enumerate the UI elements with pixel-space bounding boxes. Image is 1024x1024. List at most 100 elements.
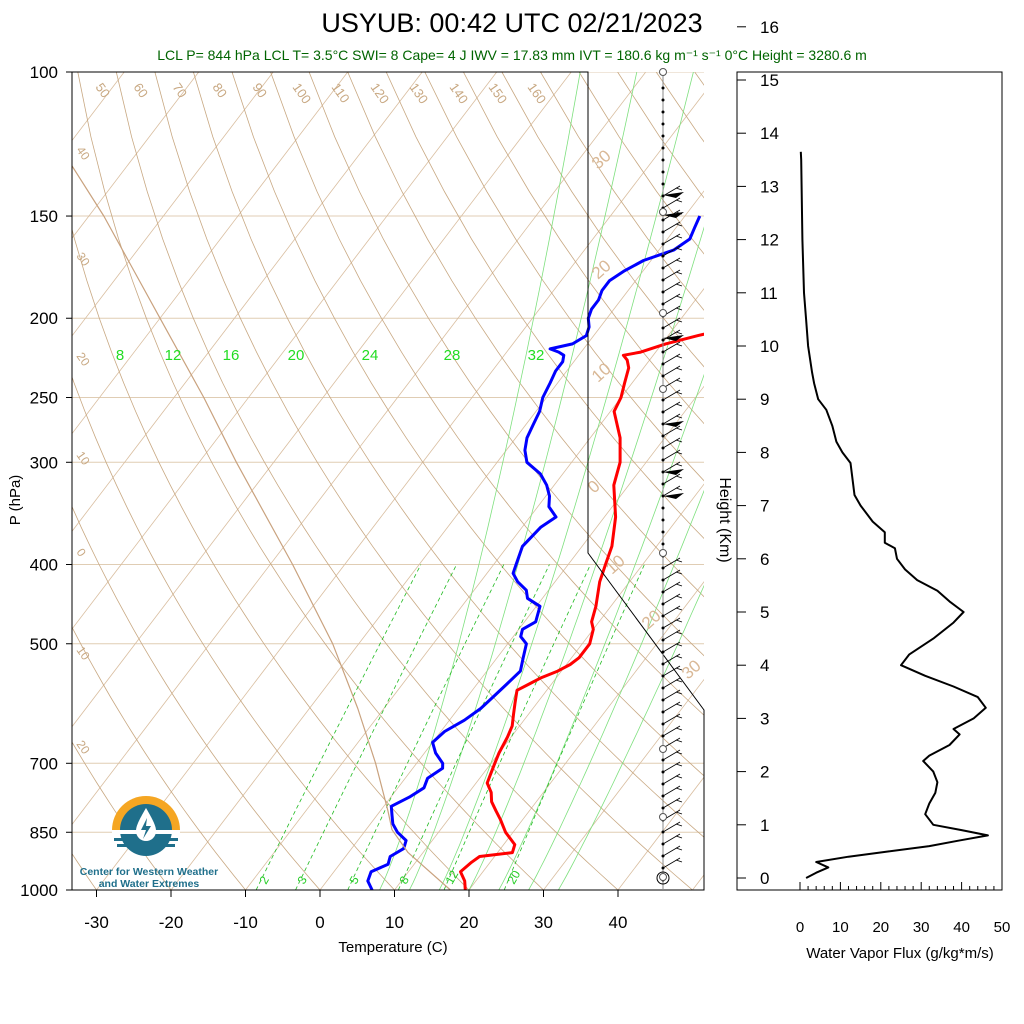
isotherm-line <box>72 72 274 337</box>
dry-adiabat-line <box>72 741 172 890</box>
dry-adiabat-label: 90 <box>250 80 271 100</box>
dry-adiabat-line <box>72 227 470 890</box>
barb-shaft <box>662 617 681 629</box>
y-tick-label: 850 <box>30 823 58 842</box>
y-tick-label: 250 <box>30 389 58 408</box>
barb-pennant <box>663 421 684 427</box>
barb-dot <box>661 98 665 102</box>
dry-adiabat-line <box>270 72 704 716</box>
height-tick-label: 6 <box>760 550 769 569</box>
barb-shaft <box>662 485 681 497</box>
barb-shaft <box>662 317 681 329</box>
moist-adiabat-line <box>528 489 704 890</box>
barb-feather <box>675 319 683 323</box>
barb-feather <box>675 415 683 419</box>
barb-shaft <box>662 425 681 437</box>
barb-calm-circle <box>659 385 667 393</box>
mixing-ratio-line <box>397 564 550 890</box>
barb-calm-circle <box>659 309 667 317</box>
barb-dot <box>661 86 665 90</box>
isotherm-line <box>72 72 498 630</box>
barb-feather <box>675 331 683 335</box>
isotherm-line <box>394 483 704 890</box>
barb-feather <box>675 799 683 803</box>
isotherm-line <box>170 190 704 890</box>
barb-shaft <box>662 293 681 305</box>
barb-feather <box>675 667 683 671</box>
barb-shaft <box>662 605 681 617</box>
height-tick-label: 16 <box>760 18 779 37</box>
moist-adiabat-line <box>438 72 694 890</box>
barb-shaft <box>662 581 681 593</box>
y-tick-label: 100 <box>30 63 58 82</box>
moist-adiabat-line <box>409 72 638 890</box>
height-tick-label: 10 <box>760 337 779 356</box>
isotherm-label: 20 <box>638 606 665 633</box>
barb-feather <box>675 787 683 791</box>
barb-shaft <box>662 269 681 281</box>
x-tick-label: 10 <box>385 913 404 932</box>
logo-caption-line-2: and Water Extremes <box>98 878 200 890</box>
isotherm-line <box>543 678 704 890</box>
barb-shaft <box>662 785 681 797</box>
y-tick-label: 500 <box>30 635 58 654</box>
barb-feather <box>675 835 683 839</box>
barb-feather <box>675 487 683 491</box>
y-tick-label: 400 <box>30 555 58 574</box>
barb-shaft <box>662 233 681 245</box>
dry-adiabat-label: 150 <box>486 80 511 106</box>
dry-adiabat-line <box>72 505 321 890</box>
barb-dot <box>661 146 665 150</box>
barb-feather <box>675 295 683 299</box>
dry-adiabat-label: 100 <box>290 80 315 106</box>
barb-shaft <box>662 761 681 773</box>
moist-adiabat-label: 8 <box>116 347 124 364</box>
mixing-ratio-line <box>295 564 457 890</box>
profile-temperature <box>459 332 704 890</box>
barb-shaft <box>662 557 681 569</box>
flux-tick-label: 10 <box>832 919 849 936</box>
isotherm-label: 0 <box>584 477 604 497</box>
dry-adiabat-line <box>347 72 704 598</box>
barb-feather <box>675 307 683 311</box>
dry-adiabat-label: 70 <box>170 80 191 100</box>
barb-shaft <box>662 401 681 413</box>
barb-feather <box>675 379 683 383</box>
barb-shaft <box>662 773 681 785</box>
moist-adiabat-label: 32 <box>528 347 545 364</box>
mixing-ratio-line <box>255 564 422 890</box>
barb-shaft <box>662 857 681 869</box>
flux-tick-label: 20 <box>872 919 889 936</box>
isotherm-line <box>245 288 704 890</box>
isotherm-line <box>72 72 200 239</box>
dry-adiabat-line <box>115 72 619 890</box>
barb-pennant <box>663 335 684 341</box>
barb-feather <box>675 859 683 863</box>
barb-feather <box>675 655 683 659</box>
dry-adiabat-line <box>72 626 246 890</box>
barb-feather <box>675 199 683 203</box>
moist-adiabat-label: 12 <box>165 347 182 364</box>
moist-adiabat-label: 20 <box>288 347 305 364</box>
barb-feather <box>675 739 683 743</box>
height-tick-label: 2 <box>760 763 769 782</box>
barb-dot <box>661 518 665 522</box>
height-tick-label: 8 <box>760 443 769 462</box>
dry-adiabat-label: 160 <box>525 80 550 106</box>
barb-dot <box>661 542 665 546</box>
barb-feather <box>675 403 683 407</box>
dry-adiabat-label: 130 <box>407 80 432 106</box>
barb-feather <box>675 559 683 563</box>
isotherm-line <box>692 874 704 890</box>
barb-feather <box>675 763 683 767</box>
height-tick-label: 14 <box>760 124 779 143</box>
barb-pennant <box>663 493 684 499</box>
height-tick-label: 1 <box>760 816 769 835</box>
barb-feather <box>675 223 683 227</box>
chart-title: USYUB: 00:42 UTC 02/21/2023 <box>321 8 703 38</box>
barb-pennant <box>663 212 684 218</box>
mixing-ratio-line <box>347 564 505 890</box>
dry-adiabat-line <box>694 72 704 86</box>
